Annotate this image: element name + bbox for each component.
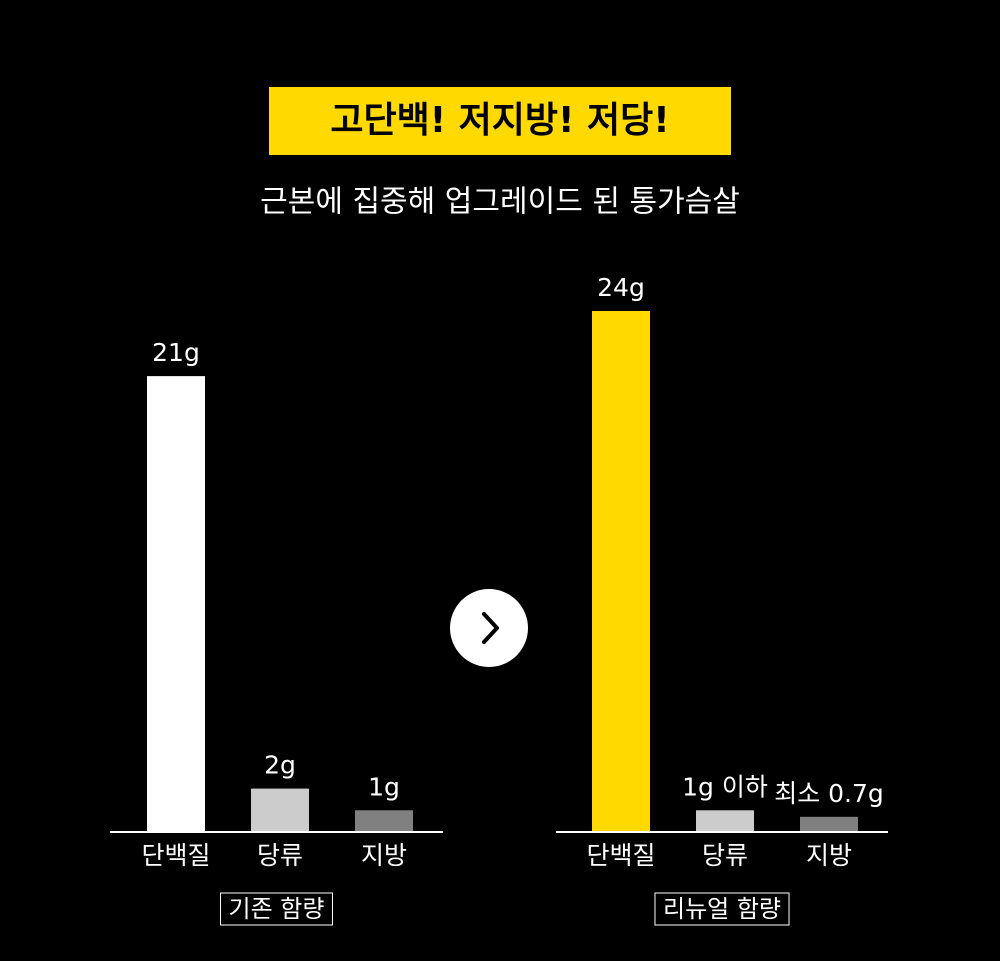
x-tick-label: 지방 <box>806 841 852 870</box>
bar <box>800 816 858 832</box>
value-label: 24g <box>597 273 645 302</box>
bar <box>251 788 309 832</box>
chart-label: 리뉴얼 함량 <box>663 895 781 923</box>
chart-label-box <box>220 892 333 926</box>
bar <box>592 311 650 832</box>
bar <box>147 376 205 832</box>
bar <box>696 810 754 832</box>
x-tick-label: 단백질 <box>141 841 210 870</box>
subtitle: 근본에 집중해 업그레이드 된 통가슴살 <box>260 185 740 220</box>
title-box <box>269 87 731 155</box>
x-tick-label: 당류 <box>702 841 748 870</box>
bar <box>355 810 413 832</box>
x-tick-label: 단백질 <box>586 841 655 870</box>
value-label: 1g <box>368 772 400 801</box>
arrow-icon <box>482 612 499 644</box>
value-label: 2g <box>264 751 296 780</box>
title: 고단백! 저지방! 저당! <box>330 100 669 141</box>
value-label: 21g <box>152 338 200 367</box>
value-label: 최소 0.7g <box>774 779 884 808</box>
arrow-circle <box>450 589 528 667</box>
x-tick-label: 당류 <box>257 841 303 870</box>
value-label: 1g 이하 <box>682 772 768 801</box>
x-tick-label: 지방 <box>361 841 407 870</box>
chart-label: 기존 함량 <box>229 895 325 923</box>
chart-label-box <box>654 892 790 926</box>
